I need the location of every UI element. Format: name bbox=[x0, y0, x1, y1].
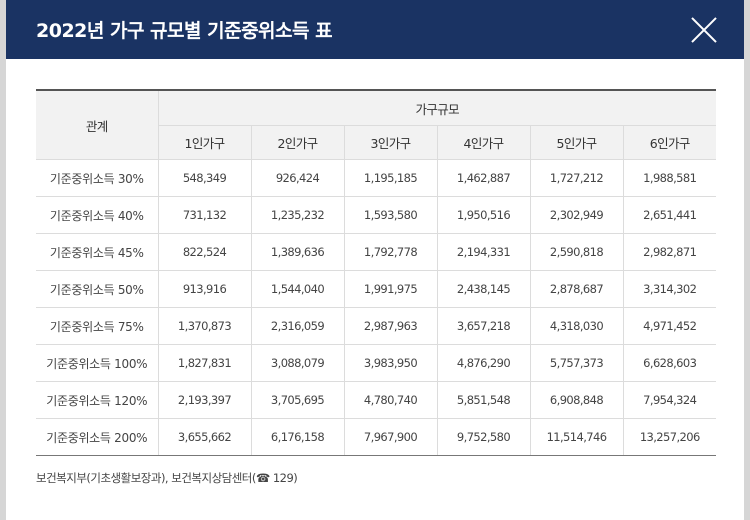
table-cell: 548,349 bbox=[157, 159, 252, 197]
table-cell: 5,757,373 bbox=[529, 344, 624, 382]
row-label: 기준중위소득 50% bbox=[36, 270, 159, 308]
header-column: 4인가구 bbox=[436, 125, 531, 160]
row-label: 기준중위소득 200% bbox=[36, 418, 159, 456]
header-column: 5인가구 bbox=[529, 125, 624, 160]
table-cell: 1,991,975 bbox=[343, 270, 438, 308]
table-cell: 3,657,218 bbox=[436, 307, 531, 345]
table-row: 기준중위소득 100% 1,827,831 3,088,079 3,983,950 4,… bbox=[36, 344, 716, 382]
table-cell: 1,950,516 bbox=[436, 196, 531, 234]
median-income-dialog: 2022년 가구 규모별 기준중위소득 표 관계 가구규모 1인가구 2인가구 3인… bbox=[6, 0, 744, 520]
table-row: 기준중위소득 120% 2,193,397 3,705,695 4,780,740 5,… bbox=[36, 381, 716, 419]
table-cell: 11,514,746 bbox=[529, 418, 624, 456]
table-cell: 1,370,873 bbox=[157, 307, 252, 345]
table-cell: 2,316,059 bbox=[250, 307, 345, 345]
table-row: 기준중위소득 40% 731,132 1,235,232 1,593,580 1,950… bbox=[36, 196, 716, 234]
row-label: 기준중위소득 75% bbox=[36, 307, 159, 345]
table-cell: 2,651,441 bbox=[622, 196, 716, 234]
table-cell: 2,878,687 bbox=[529, 270, 624, 308]
table-cell: 7,967,900 bbox=[343, 418, 438, 456]
table-cell: 1,544,040 bbox=[250, 270, 345, 308]
table-cell: 731,132 bbox=[157, 196, 252, 234]
income-table: 관계 가구규모 1인가구 2인가구 3인가구 4인가구 5인가구 6인가구 기준중위소득 … bbox=[36, 89, 716, 456]
table-cell: 1,389,636 bbox=[250, 233, 345, 271]
close-icon[interactable] bbox=[690, 16, 718, 44]
table-cell: 3,314,302 bbox=[622, 270, 716, 308]
header-household-size: 가구규모 bbox=[157, 89, 716, 126]
row-label: 기준중위소득 40% bbox=[36, 196, 159, 234]
table-cell: 7,954,324 bbox=[622, 381, 716, 419]
table-cell: 2,302,949 bbox=[529, 196, 624, 234]
table-cell: 2,982,871 bbox=[622, 233, 716, 271]
table-cell: 1,988,581 bbox=[622, 159, 716, 197]
table-cell: 1,792,778 bbox=[343, 233, 438, 271]
table-cell: 2,193,397 bbox=[157, 381, 252, 419]
header-column: 3인가구 bbox=[343, 125, 438, 160]
header-column: 1인가구 bbox=[158, 125, 252, 160]
table-cell: 3,983,950 bbox=[343, 344, 438, 382]
table-cell: 6,908,848 bbox=[529, 381, 624, 419]
header-column: 6인가구 bbox=[622, 125, 716, 160]
table-cell: 3,088,079 bbox=[250, 344, 345, 382]
table-cell: 4,780,740 bbox=[343, 381, 438, 419]
header-column: 2인가구 bbox=[250, 125, 345, 160]
table-cell: 3,705,695 bbox=[250, 381, 345, 419]
table-cell: 4,876,290 bbox=[436, 344, 531, 382]
table-row: 기준중위소득 75% 1,370,873 2,316,059 2,987,963 3,6… bbox=[36, 307, 716, 345]
table-cell: 1,727,212 bbox=[529, 159, 624, 197]
table-cell: 2,987,963 bbox=[343, 307, 438, 345]
table-cell: 3,655,662 bbox=[157, 418, 252, 456]
table-cell: 5,851,548 bbox=[436, 381, 531, 419]
table-cell: 1,235,232 bbox=[250, 196, 345, 234]
table-cell: 926,424 bbox=[250, 159, 345, 197]
table-cell: 9,752,580 bbox=[436, 418, 531, 456]
table-cell: 1,827,831 bbox=[157, 344, 252, 382]
table-row: 기준중위소득 45% 822,524 1,389,636 1,792,778 2,194… bbox=[36, 233, 716, 271]
header-category: 관계 bbox=[36, 89, 159, 160]
table-cell: 1,462,887 bbox=[436, 159, 531, 197]
table-cell: 822,524 bbox=[157, 233, 252, 271]
table-cell: 6,176,158 bbox=[250, 418, 345, 456]
row-label: 기준중위소득 120% bbox=[36, 381, 159, 419]
table-row: 기준중위소득 50% 913,916 1,544,040 1,991,975 2,438… bbox=[36, 270, 716, 308]
row-label: 기준중위소득 100% bbox=[36, 344, 159, 382]
table-cell: 4,318,030 bbox=[529, 307, 624, 345]
income-table-container: 관계 가구규모 1인가구 2인가구 3인가구 4인가구 5인가구 6인가구 기준중위소득 … bbox=[36, 89, 716, 456]
table-cell: 1,195,185 bbox=[343, 159, 438, 197]
dialog-title: 2022년 가구 규모별 기준중위소득 표 bbox=[36, 20, 333, 42]
row-label: 기준중위소득 30% bbox=[36, 159, 159, 197]
table-cell: 2,194,331 bbox=[436, 233, 531, 271]
row-label: 기준중위소득 45% bbox=[36, 233, 159, 271]
table-cell: 2,438,145 bbox=[436, 270, 531, 308]
table-cell: 6,628,603 bbox=[622, 344, 716, 382]
table-cell: 4,971,452 bbox=[622, 307, 716, 345]
dialog-header: 2022년 가구 규모별 기준중위소득 표 bbox=[6, 0, 744, 59]
source-footnote: 보건복지부(기초생활보장과), 보건복지상담센터(☎ 129) bbox=[36, 471, 298, 485]
table-cell: 2,590,818 bbox=[529, 233, 624, 271]
table-cell: 1,593,580 bbox=[343, 196, 438, 234]
table-cell: 913,916 bbox=[157, 270, 252, 308]
table-row: 기준중위소득 200% 3,655,662 6,176,158 7,967,900 9,… bbox=[36, 418, 716, 456]
table-row: 기준중위소득 30% 548,349 926,424 1,195,185 1,462,8… bbox=[36, 159, 716, 197]
table-cell: 13,257,206 bbox=[622, 418, 716, 456]
